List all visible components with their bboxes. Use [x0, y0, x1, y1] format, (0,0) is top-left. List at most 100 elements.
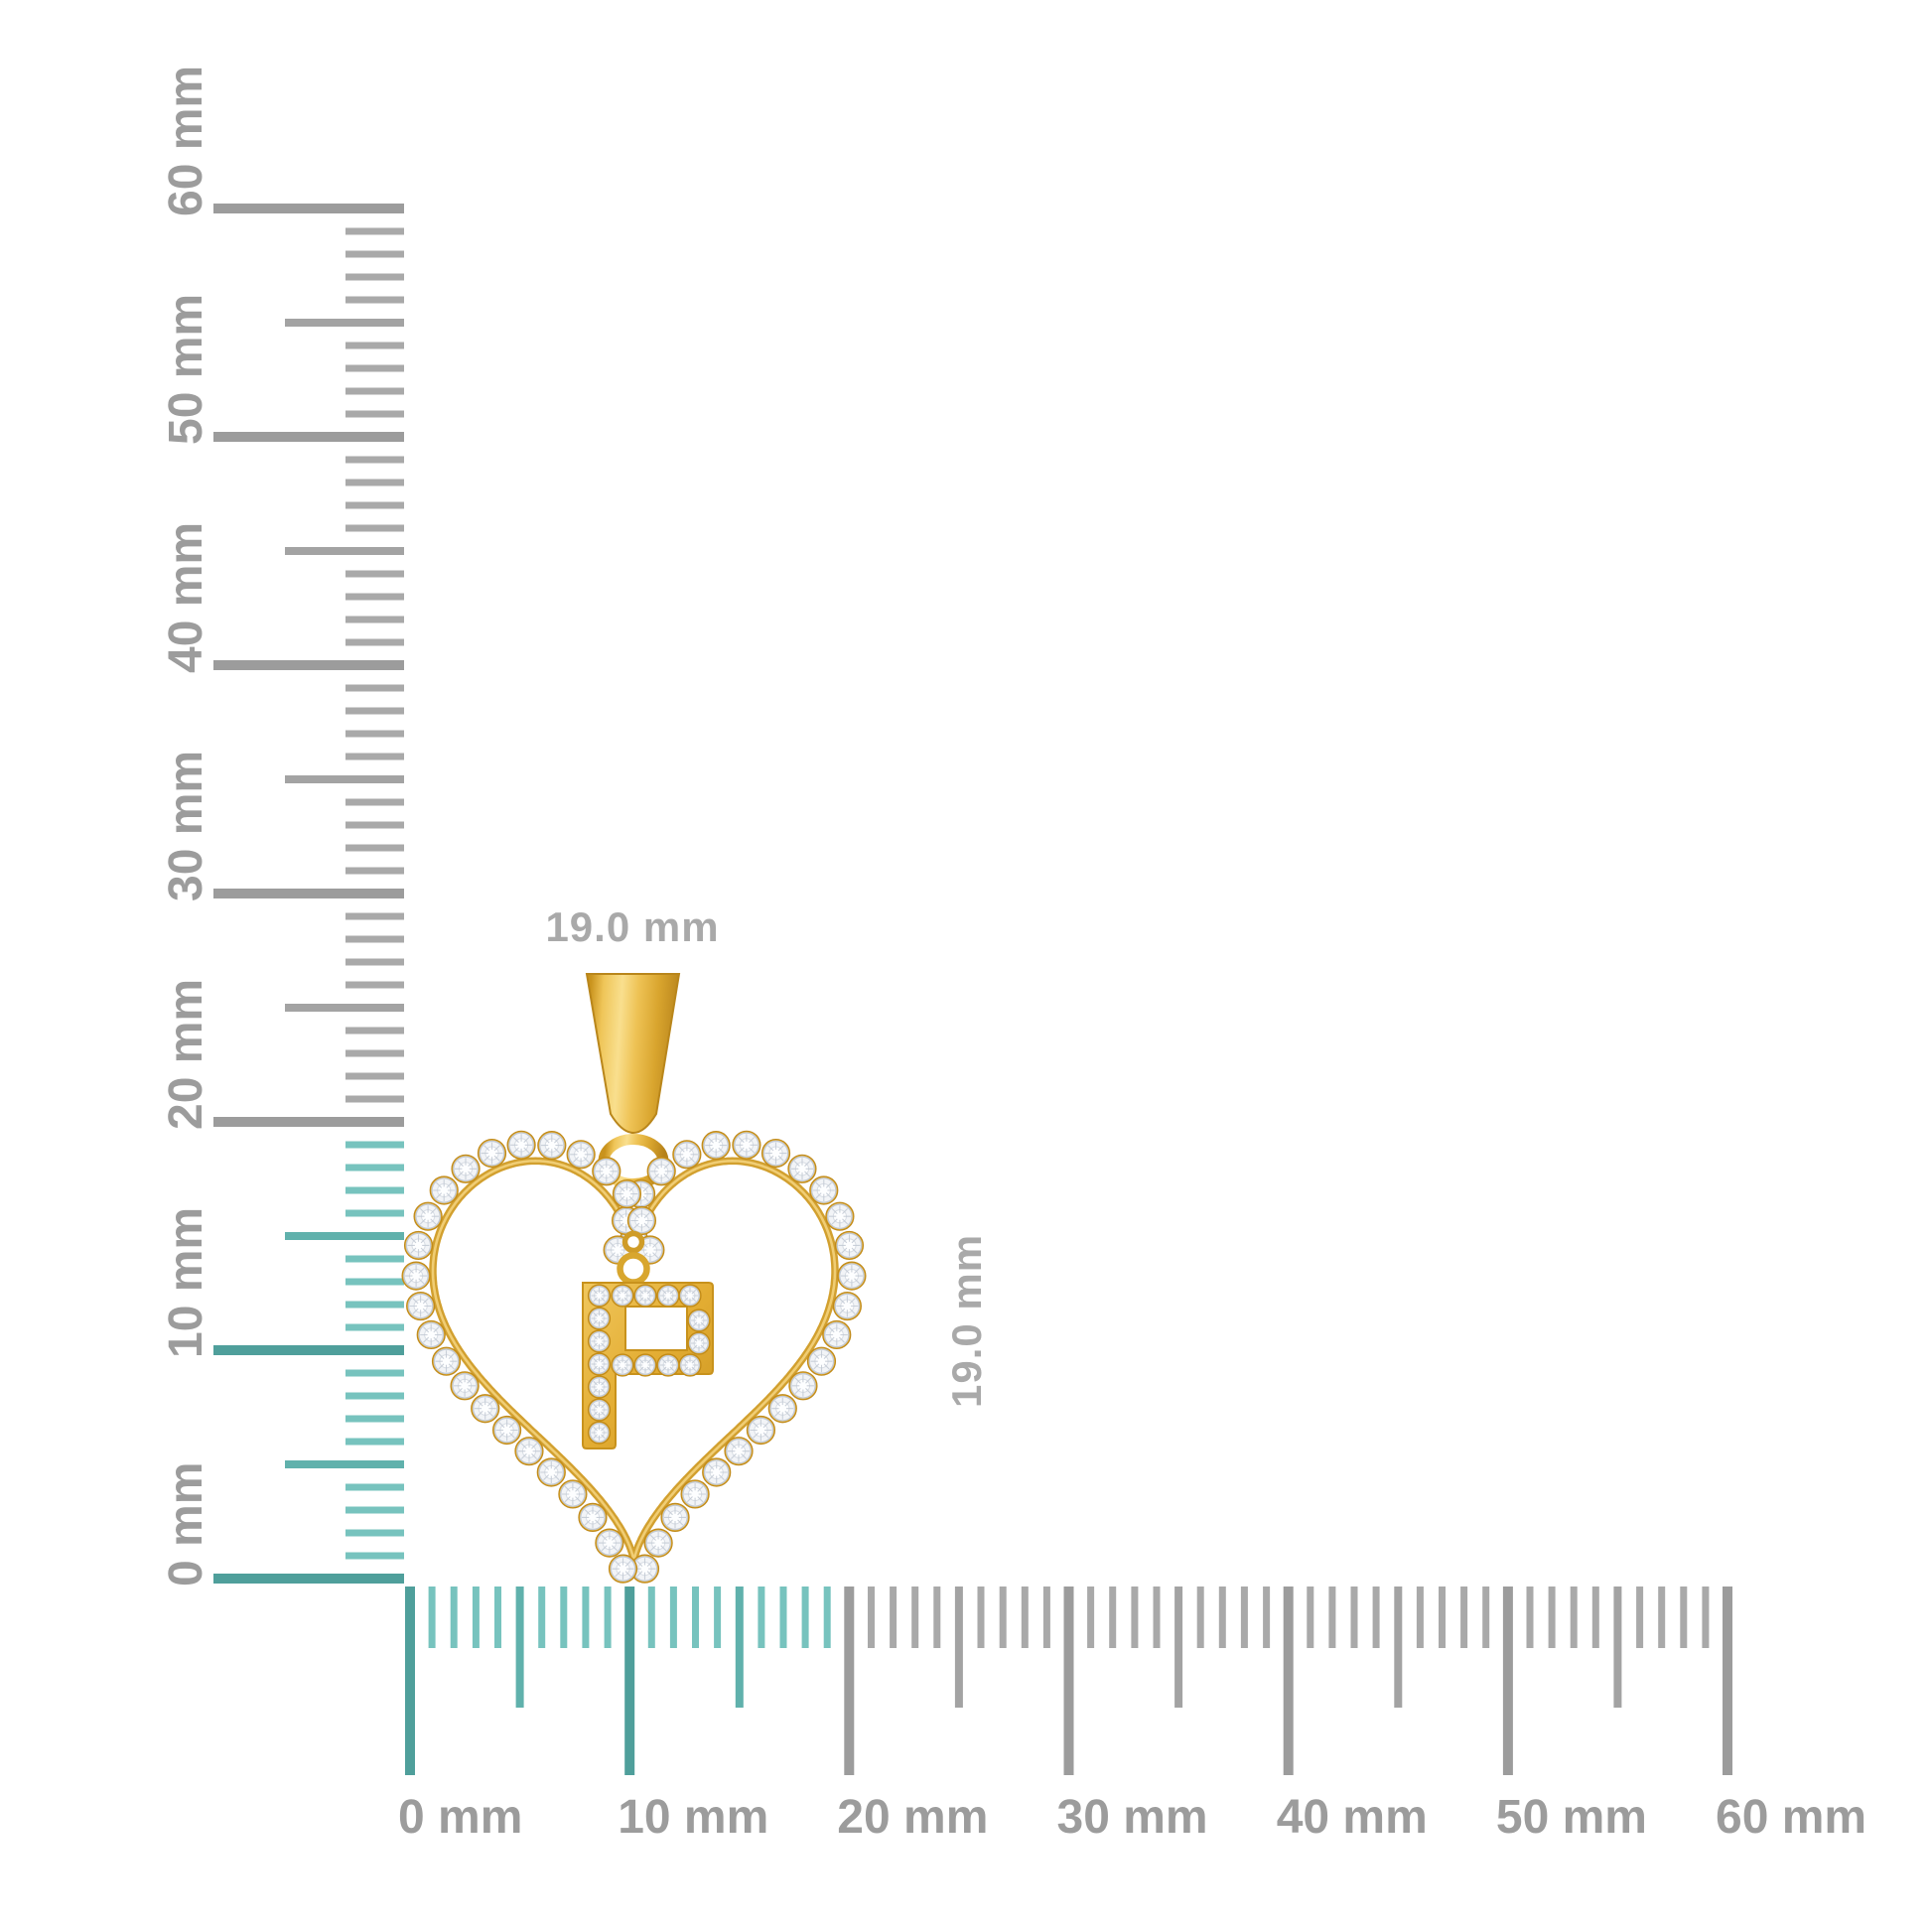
v-tick-38mm — [345, 707, 404, 715]
stone-facets — [650, 1160, 673, 1182]
h-tick-15mm — [735, 1587, 744, 1708]
stone-facets — [595, 1160, 618, 1182]
v-tick-2mm — [345, 1529, 404, 1537]
stone-facets — [591, 1424, 608, 1442]
stone-facets — [633, 1558, 656, 1581]
letter-initial — [582, 1282, 714, 1449]
v-tick-23mm — [345, 1049, 404, 1057]
v-tick-44mm — [345, 570, 404, 578]
stone-facets — [591, 1287, 608, 1305]
stone-facets — [591, 1310, 608, 1327]
stone-facets — [510, 1134, 533, 1157]
v-tick-1mm — [345, 1552, 404, 1560]
v-tick-50mm — [213, 432, 404, 442]
h-ruler-label-40mm: 40 mm — [1277, 1791, 1428, 1844]
v-tick-26mm — [345, 981, 404, 989]
v-tick-51mm — [345, 410, 404, 418]
stone-facets — [614, 1287, 631, 1305]
h-tick-40mm — [1283, 1587, 1294, 1775]
h-ruler-label-50mm: 50 mm — [1496, 1791, 1647, 1844]
v-tick-0mm — [213, 1574, 404, 1584]
stone-facets — [591, 1332, 608, 1350]
v-tick-11mm — [345, 1323, 404, 1331]
stone-facets — [607, 1239, 629, 1261]
stone-facets — [659, 1287, 677, 1305]
h-tick-9mm — [604, 1587, 612, 1648]
bail — [585, 973, 681, 1134]
h-tick-19mm — [823, 1587, 831, 1648]
h-tick-54mm — [1591, 1587, 1599, 1648]
h-tick-59mm — [1702, 1587, 1710, 1648]
stone-facets — [616, 1182, 638, 1205]
v-tick-16mm — [345, 1209, 404, 1217]
pendant-width-dimension: 19.0 mm — [545, 903, 719, 950]
stone-facets — [454, 1374, 477, 1397]
stone-facets — [614, 1356, 631, 1374]
h-tick-48mm — [1460, 1587, 1468, 1648]
v-tick-32mm — [345, 844, 404, 852]
stone-facets — [612, 1558, 634, 1581]
v-tick-35mm — [285, 775, 404, 783]
h-tick-56mm — [1636, 1587, 1644, 1648]
horizontal-ruler: 0 mm 10 mm 20 mm 30 mm 40 mm 50 mm 60 mm — [398, 1587, 1866, 1844]
v-tick-59mm — [345, 227, 404, 235]
stone-facets — [420, 1323, 443, 1346]
h-ruler-label-0mm: 0 mm — [398, 1791, 522, 1844]
stone-facets — [838, 1234, 861, 1257]
stone-facets — [540, 1134, 563, 1157]
h-tick-35mm — [1174, 1587, 1183, 1708]
stone-facets — [664, 1506, 686, 1529]
h-tick-18mm — [801, 1587, 809, 1648]
v-tick-33mm — [345, 821, 404, 829]
h-tick-57mm — [1658, 1587, 1666, 1648]
stone-facets — [495, 1419, 518, 1442]
h-tick-2mm — [450, 1587, 458, 1648]
v-tick-53mm — [345, 364, 404, 372]
v-tick-55mm — [285, 319, 404, 327]
v-ruler-label-20mm: 20 mm — [160, 979, 212, 1130]
h-tick-53mm — [1570, 1587, 1578, 1648]
pendant-height-dimension: 19.0 mm — [943, 1234, 990, 1408]
h-tick-41mm — [1307, 1587, 1314, 1648]
v-tick-37mm — [345, 730, 404, 738]
h-tick-17mm — [779, 1587, 787, 1648]
stone-facets — [407, 1234, 430, 1257]
v-tick-56mm — [345, 296, 404, 304]
v-tick-9mm — [345, 1369, 404, 1377]
stone-facets — [812, 1179, 835, 1201]
v-tick-17mm — [345, 1186, 404, 1194]
h-tick-10mm — [624, 1587, 635, 1775]
stone-facets — [636, 1287, 654, 1305]
stone-facets — [540, 1461, 563, 1483]
v-tick-14mm — [345, 1255, 404, 1263]
v-tick-10mm — [213, 1345, 404, 1355]
stone-facets — [435, 1350, 458, 1373]
h-tick-60mm — [1723, 1587, 1732, 1775]
v-ruler-label-50mm: 50 mm — [160, 294, 212, 445]
stone-facets — [474, 1397, 496, 1420]
stone-facets — [582, 1506, 604, 1529]
h-tick-33mm — [1131, 1587, 1139, 1648]
v-tick-8mm — [345, 1392, 404, 1400]
h-ruler-label-60mm: 60 mm — [1716, 1791, 1866, 1844]
stone-facets — [630, 1209, 653, 1232]
h-tick-43mm — [1350, 1587, 1358, 1648]
h-tick-51mm — [1526, 1587, 1534, 1648]
v-tick-45mm — [285, 547, 404, 555]
h-tick-3mm — [472, 1587, 480, 1648]
stone-facets — [570, 1143, 593, 1166]
h-tick-29mm — [1042, 1587, 1050, 1648]
stone-facets — [690, 1311, 708, 1329]
stone-facets — [591, 1378, 608, 1396]
h-tick-7mm — [560, 1587, 568, 1648]
v-tick-36mm — [345, 753, 404, 760]
stone-facets — [518, 1440, 540, 1462]
v-tick-47mm — [345, 501, 404, 509]
h-tick-31mm — [1087, 1587, 1095, 1648]
h-tick-13mm — [692, 1587, 699, 1648]
v-tick-31mm — [345, 867, 404, 875]
h-tick-30mm — [1063, 1587, 1074, 1775]
stone-facets — [598, 1532, 621, 1555]
h-tick-5mm — [515, 1587, 524, 1708]
v-tick-41mm — [345, 638, 404, 646]
